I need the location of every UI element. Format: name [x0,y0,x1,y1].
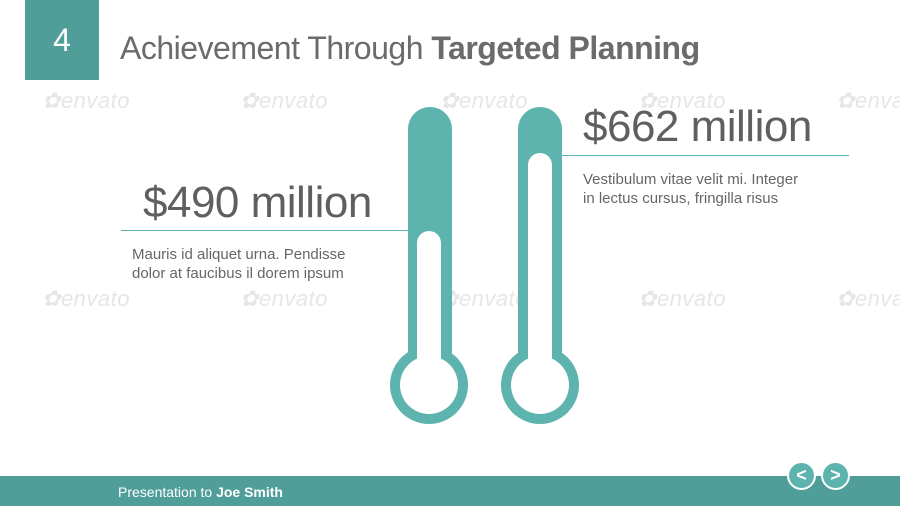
watermark: ✿envato [638,88,726,113]
right-desc-line-1: Vestibulum vitae velit mi. Integer [583,171,799,188]
footer-bar [0,476,900,506]
title-bold: Targeted Planning [431,30,700,66]
thermometer-right [501,107,579,424]
watermark: ✿envato [836,88,900,113]
watermark: ✿envato [440,88,528,113]
title-light: Achievement Through [120,30,432,66]
left-desc-line-1: Mauris id aliquet urna. Pendisse [132,246,346,263]
chevron-right-icon: > [830,465,841,485]
right-amount: $662 million [583,102,812,151]
chevron-left-icon: < [796,465,807,485]
watermark: ✿envato [42,286,130,311]
thermometer-left-inner [417,231,441,381]
watermark: ✿envato [42,88,130,113]
thermometer-right-inner [528,153,552,381]
thermometer-left [390,107,468,424]
footer-name: Joe Smith [216,484,283,500]
thermometer-left-inner-bulb [400,356,458,414]
watermark: ✿envato [638,286,726,311]
footer-prefix: Presentation to [118,484,217,500]
left-amount: $490 million [143,178,372,227]
right-description: Vestibulum vitae velit mi. Integer in le… [583,170,798,208]
right-divider [548,155,849,156]
prev-button[interactable]: < [787,461,816,490]
watermark: ✿envato [240,88,328,113]
right-desc-line-2: in lectus cursus, fringilla risus [583,190,779,207]
slide-number: 4 [53,21,71,58]
left-description: Mauris id aliquet urna. Pendisse dolor a… [132,245,345,283]
page-title: Achievement Through Targeted Planning [120,30,700,67]
footer-text: Presentation to Joe Smith [118,484,283,500]
left-divider [121,230,411,231]
thermometer-right-inner-bulb [511,356,569,414]
watermark: ✿envato [836,286,900,311]
watermark: ✿envato [240,286,328,311]
slide-number-badge: 4 [25,0,99,80]
next-button[interactable]: > [821,461,850,490]
left-desc-line-2: dolor at faucibus il dorem ipsum [132,265,344,282]
